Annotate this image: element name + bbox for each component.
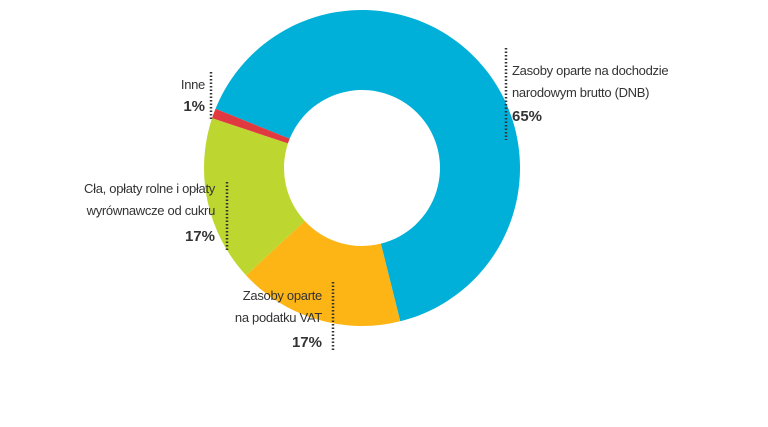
value-label: 17% bbox=[291, 334, 322, 351]
value-label: 1% bbox=[183, 98, 205, 115]
value-label: 17% bbox=[184, 228, 215, 245]
slice-label: Zasoby oparte na podatku VAT bbox=[234, 288, 322, 325]
slice-label: Inne bbox=[180, 77, 205, 92]
slice-label: Zasoby oparte na dochodzie narodowym bru… bbox=[512, 63, 669, 100]
slice bbox=[215, 10, 520, 322]
value-label: 65% bbox=[512, 108, 543, 125]
slice bbox=[204, 118, 305, 276]
slice bbox=[212, 108, 290, 144]
slice bbox=[246, 220, 401, 327]
slice-label: Cła, opłaty rolne i opłaty wyrównawcze o… bbox=[84, 181, 215, 218]
